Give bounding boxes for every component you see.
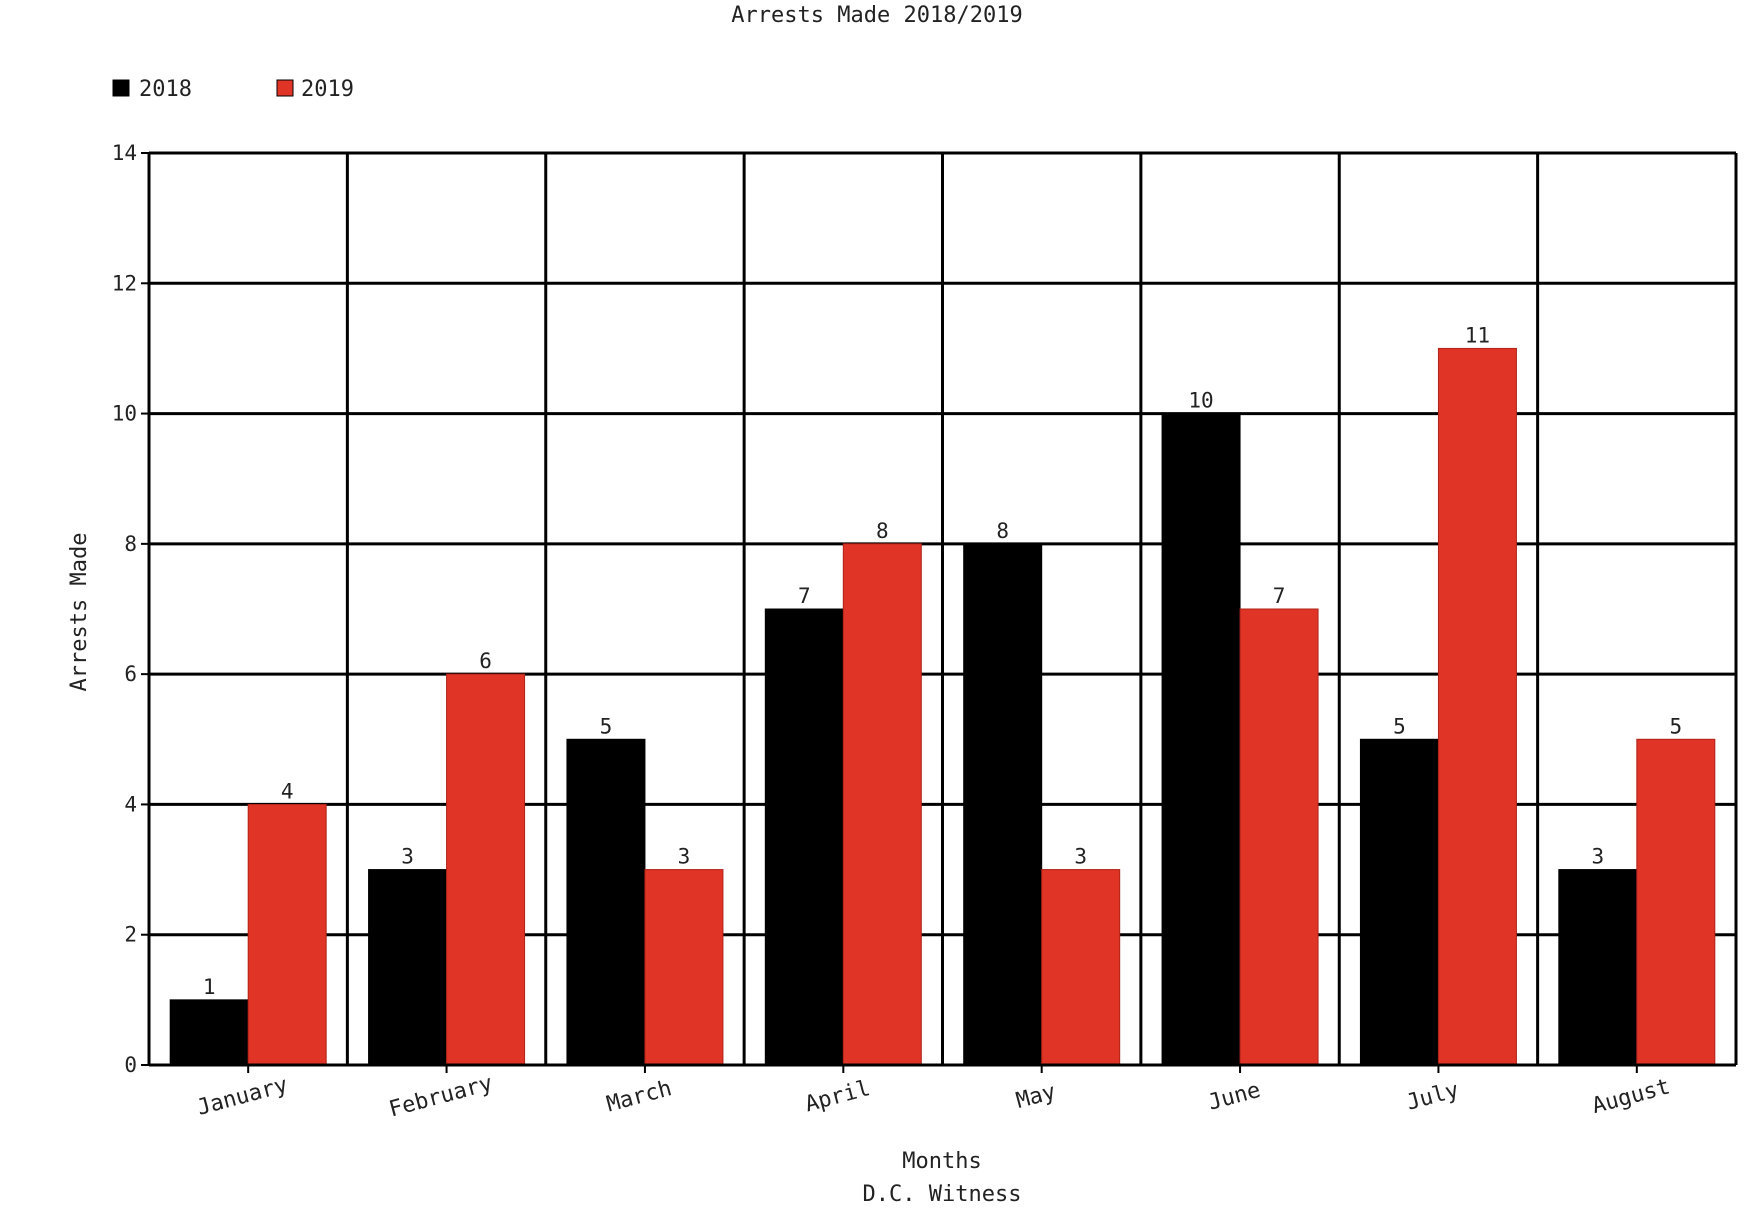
data-label: 7: [1273, 584, 1286, 608]
bar-2019-march: [644, 869, 724, 1066]
data-label-bg: [669, 845, 698, 868]
data-label: 6: [479, 649, 492, 673]
x-tick-label: May: [1014, 1080, 1059, 1114]
legend-swatch-2019: [276, 79, 294, 97]
y-tick-label: 14: [112, 141, 137, 165]
data-label: 5: [1669, 714, 1682, 738]
data-label: 4: [281, 779, 294, 803]
bar-2019-august: [1636, 738, 1716, 1066]
data-label-bg: [790, 585, 819, 607]
x-tick-label: August: [1590, 1074, 1673, 1119]
x-tick-label: June: [1206, 1078, 1264, 1116]
chart-footer: D.C. Witness: [863, 1182, 1022, 1207]
bars: [169, 347, 1716, 1066]
data-label: 7: [798, 584, 811, 608]
data-label-bg: [1661, 715, 1690, 738]
x-tick-label: January: [194, 1073, 290, 1121]
bar-2019-february: [446, 673, 526, 1066]
data-label-bg: [988, 519, 1017, 542]
x-axis-title: Months: [902, 1149, 981, 1174]
data-label: 5: [600, 714, 613, 738]
data-label-bg: [1583, 845, 1612, 868]
legend-label-2018: 2018: [139, 77, 192, 102]
data-label: 8: [996, 519, 1009, 543]
bar-2018-april: [764, 608, 844, 1066]
bar-2019-may: [1041, 869, 1121, 1066]
legend: 2018 2019: [112, 77, 354, 102]
data-label: 3: [401, 845, 414, 869]
data-label-bg: [591, 715, 620, 738]
data-label-bg: [1066, 845, 1095, 868]
bar-2018-february: [368, 869, 448, 1066]
data-label-bg: [273, 780, 302, 803]
value-labels: 1 4 3 6 5 3 7 8 8 3 10 7 5 11 3 5: [195, 323, 1690, 999]
x-tick-label: April: [802, 1076, 872, 1117]
bar-2018-january: [169, 999, 249, 1066]
y-axis-title: Arrests Made: [67, 533, 92, 692]
data-label: 11: [1465, 323, 1490, 347]
y-tick-label: 8: [124, 532, 137, 556]
legend-label-2019: 2019: [301, 77, 354, 102]
data-label-bg: [868, 519, 897, 542]
x-tick-label: February: [386, 1071, 495, 1123]
chart-title: Arrests Made 2018/2019: [731, 3, 1022, 28]
data-label: 5: [1393, 714, 1406, 738]
y-tick-label: 12: [112, 271, 137, 295]
bar-2019-june: [1239, 608, 1319, 1066]
data-label: 3: [1074, 845, 1087, 869]
y-tick-label: 10: [112, 402, 137, 426]
bar-2018-may: [963, 543, 1043, 1066]
bar-2018-august: [1558, 869, 1638, 1066]
data-label-bg: [1456, 324, 1499, 347]
data-label: 3: [678, 845, 691, 869]
data-label: 3: [1591, 845, 1604, 869]
x-tick-label: July: [1404, 1078, 1462, 1116]
data-label: 8: [876, 519, 889, 543]
legend-swatch-2018: [112, 79, 130, 97]
bar-2019-july: [1437, 347, 1517, 1066]
data-label-bg: [393, 845, 422, 868]
y-tick-label: 0: [124, 1053, 137, 1077]
y-tick-label: 2: [124, 923, 137, 947]
bar-2018-june: [1161, 413, 1241, 1066]
data-label-bg: [1180, 389, 1223, 412]
data-label-bg: [471, 650, 500, 673]
x-tick-label: March: [604, 1076, 674, 1117]
grid: [149, 151, 1738, 1065]
data-label-bg: [1385, 715, 1414, 738]
bar-2018-july: [1359, 738, 1439, 1066]
y-tick-label: 6: [124, 662, 137, 686]
y-tick-label: 4: [124, 792, 137, 816]
data-label-bg: [1265, 585, 1294, 607]
bar-2019-april: [842, 543, 922, 1066]
data-label: 1: [203, 975, 216, 999]
data-label-bg: [195, 975, 224, 998]
data-label: 10: [1188, 389, 1213, 413]
bar-2018-march: [566, 738, 646, 1066]
bar-2019-january: [247, 803, 327, 1066]
